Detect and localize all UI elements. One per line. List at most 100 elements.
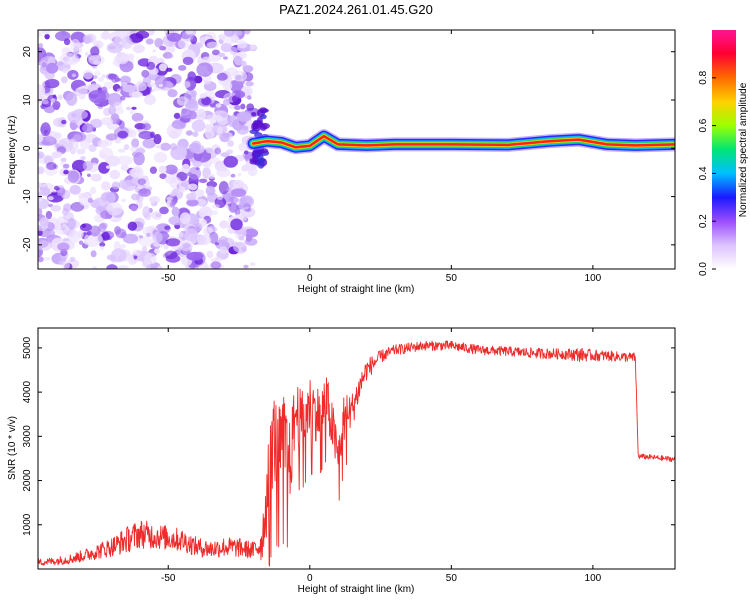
- noise-speckle: [243, 264, 249, 269]
- noise-speckle: [126, 106, 131, 111]
- noise-speckle: [84, 52, 89, 56]
- noise-speckle: [212, 210, 218, 216]
- snr-y-tick-label: 5000: [22, 336, 33, 359]
- noise-speckle: [169, 201, 176, 208]
- noise-speckle: [38, 31, 42, 37]
- noise-speckle: [238, 236, 245, 241]
- snr-frame: [37, 327, 676, 570]
- spectrogram-x-ticks: -50 0 50 100: [161, 30, 602, 284]
- noise-speckle: [69, 256, 76, 262]
- noise-speckle: [210, 261, 222, 269]
- noise-speckle: [173, 112, 181, 119]
- noise-speckle: [91, 75, 98, 79]
- noise-speckle: [118, 265, 129, 269]
- noise-speckle: [209, 103, 217, 108]
- noise-speckle: [208, 53, 222, 62]
- chart-title: PAZ1.2024.261.01.45.G20: [279, 2, 433, 17]
- noise-speckle: [245, 81, 254, 87]
- noise-speckle: [100, 86, 108, 95]
- snr-x-tick-label: -50: [161, 573, 176, 584]
- noise-speckle: [106, 264, 118, 269]
- noise-speckle: [61, 76, 68, 84]
- noise-speckle: [115, 228, 127, 239]
- noise-speckle: [200, 208, 209, 214]
- noise-speckle: [206, 114, 214, 121]
- noise-speckle: [159, 206, 169, 215]
- noise-speckle: [135, 30, 150, 39]
- noise-speckle: [90, 250, 97, 258]
- noise-speckle: [116, 155, 134, 166]
- noise-speckle: [171, 206, 180, 217]
- noise-speckle: [219, 220, 228, 229]
- noise-speckle: [100, 245, 104, 251]
- colorbar-tick-label: 0.8: [698, 70, 709, 84]
- noise-speckle: [212, 110, 229, 122]
- noise-speckle: [131, 193, 141, 201]
- noise-speckle: [181, 163, 191, 174]
- noise-speckle: [155, 145, 162, 149]
- noise-speckle: [226, 149, 234, 154]
- noise-speckle: [106, 165, 111, 169]
- noise-speckle: [50, 98, 56, 103]
- noise-speckle: [42, 99, 49, 105]
- noise-speckle: [38, 84, 46, 98]
- noise-speckle: [46, 162, 57, 170]
- noise-speckle: [187, 183, 198, 191]
- noise-speckle: [120, 75, 131, 85]
- noise-speckle: [182, 56, 194, 66]
- noise-speckle: [165, 238, 181, 247]
- noise-speckle: [52, 151, 63, 158]
- spectrogram-x-axis-title: Height of straight line (km): [298, 284, 415, 295]
- noise-speckle: [210, 258, 217, 262]
- noise-speckle: [70, 38, 81, 52]
- snr-panel: -50 0 50 100 1000 2000 3000 4000 5000 Height of…: [7, 327, 676, 595]
- noise-speckle: [38, 181, 42, 189]
- noise-speckle: [88, 144, 97, 153]
- noise-speckle: [57, 242, 70, 252]
- noise-speckle: [53, 104, 60, 111]
- noise-speckle: [154, 74, 167, 89]
- noise-speckle: [176, 96, 189, 106]
- snr-x-tick-label: 0: [307, 573, 313, 584]
- noise-speckle: [82, 34, 94, 44]
- noise-speckle: [121, 198, 126, 203]
- noise-speckle: [131, 112, 144, 122]
- noise-speckle: [53, 117, 65, 127]
- noise-speckle: [185, 193, 197, 201]
- noise-speckle: [223, 56, 228, 60]
- noise-speckle: [94, 70, 101, 76]
- noise-speckle: [63, 169, 69, 175]
- noise-speckle: [233, 52, 244, 66]
- noise-speckle: [152, 232, 163, 243]
- noise-speckle: [199, 93, 207, 99]
- noise-speckle: [39, 217, 49, 228]
- colorbar-gradient: [712, 30, 736, 269]
- noise-speckle: [67, 229, 80, 244]
- spectrogram-y-tick-label: 10: [22, 94, 33, 106]
- noise-speckle: [38, 240, 52, 251]
- noise-speckle: [154, 38, 164, 48]
- noise-speckle: [230, 218, 243, 231]
- noise-speckle: [101, 74, 106, 78]
- noise-speckle: [54, 143, 59, 148]
- noise-speckle: [157, 265, 163, 269]
- noise-speckle: [100, 191, 116, 204]
- noise-speckle: [108, 105, 116, 116]
- noise-speckle: [83, 240, 88, 245]
- noise-speckle: [115, 30, 131, 38]
- noise-speckle: [88, 55, 105, 65]
- noise-speckle: [51, 222, 67, 231]
- spectrogram-y-ticks: -20 -10 0 10 20: [22, 46, 675, 252]
- noise-speckle: [155, 213, 162, 218]
- noise-speckle: [111, 181, 121, 190]
- noise-speckle: [43, 256, 51, 261]
- noise-speckle: [242, 65, 254, 73]
- noise-speckle: [196, 62, 213, 77]
- spectrogram-signal-ridge: [246, 129, 675, 155]
- noise-speckle: [201, 96, 211, 106]
- noise-speckle: [44, 33, 50, 40]
- spectrogram-y-tick-label: -10: [22, 189, 33, 204]
- noise-speckle: [119, 244, 126, 249]
- noise-speckle: [106, 202, 123, 216]
- noise-speckle: [69, 184, 81, 195]
